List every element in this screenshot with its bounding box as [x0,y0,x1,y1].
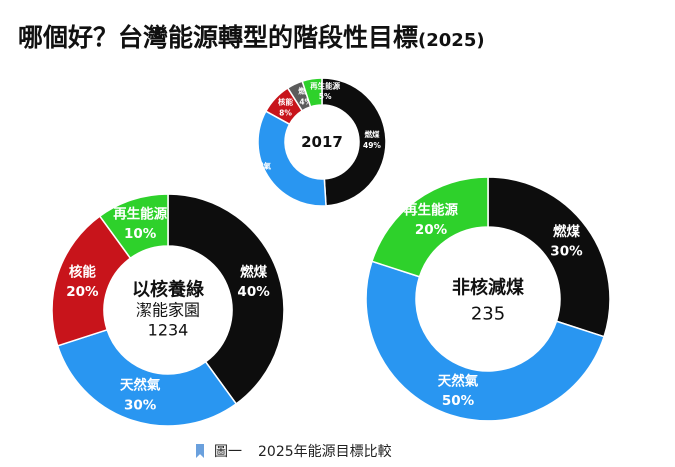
donut-slice [371,176,489,278]
donut-center-label: 以核養綠 [132,279,205,301]
slice-value-label: 5% [319,92,332,101]
slice-label: 再生能源 [310,80,340,90]
donut-slice [487,176,611,338]
donut-center-label: 非核減煤 [452,276,524,298]
slice-label: 核能 [278,97,293,107]
slice-value-label: 20% [415,222,448,238]
slice-value-label: 8% [279,108,292,117]
slice-value-label: 30% [550,244,583,260]
donut-slice [98,193,169,260]
slice-label: 再生能源 [404,202,458,219]
slice-value-label: 10% [124,226,157,242]
figure-caption: 圖一 2025年能源目標比較 [196,441,392,461]
caption-text: 2025年能源目標比較 [258,444,392,460]
donut-slice [365,260,605,422]
slice-value-label: 4% [299,97,312,106]
slice-label: 燃煤 [553,223,580,240]
donut-center-label: 1234 [148,321,189,340]
donut-slice [321,77,387,207]
slice-label: 燃煤 [364,129,379,139]
slice-value-label: 50% [442,393,475,409]
donut-slice [301,77,323,108]
slice-label: 燃煤 [240,263,267,280]
slice-value-label: 34% [251,172,269,181]
slice-label: 天然氣 [120,377,161,394]
slice-value-label: 20% [66,284,99,300]
slice-label: 再生能源 [113,206,167,223]
donut-center-label: 2017 [301,133,343,151]
slide-title-year: (2025) [418,30,485,51]
slice-value-label: 30% [124,397,157,413]
slide-title: 哪個好？台灣能源轉型的階段性目標(2025) [18,18,485,54]
donut-center-label: 235 [471,303,505,324]
donut-center-label: 潔能家園 [136,301,200,320]
slice-label: 核能 [69,263,96,280]
slice-label: 天然氣 [438,372,479,389]
slice-value-label: 49% [363,141,381,150]
bookmark-icon [196,444,204,458]
caption-figure-number: 圖一 [214,444,242,460]
slide-title-main: 哪個好？台灣能源轉型的階段性目標 [18,23,419,52]
donut-slice [167,193,285,405]
slice-value-label: 40% [237,284,270,300]
donut-chart-3: 燃煤 30% 天然氣 50% 再生能源 20% 非核減煤 235 [365,176,611,422]
slice-label: 天然氣 [249,161,272,171]
donut-slice [56,328,238,427]
donut-slice [257,110,327,207]
